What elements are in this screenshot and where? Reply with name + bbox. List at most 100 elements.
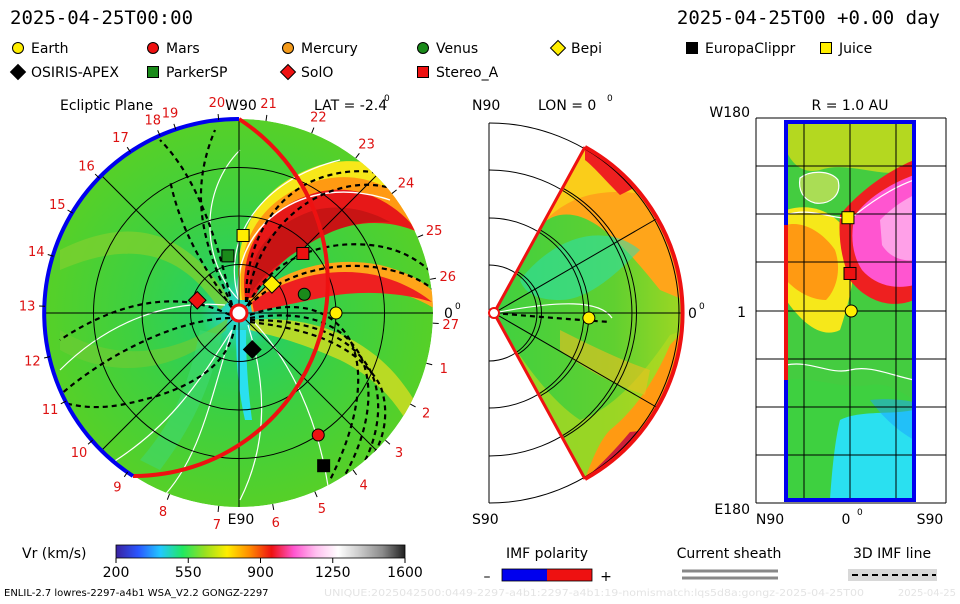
radial-title: R = 1.0 AU <box>812 98 889 114</box>
footer-run-id: UNIQUE:2025042500:0449-2297-a4b1:2297-a4… <box>324 588 864 599</box>
legend-item-mars: Mars <box>148 41 200 57</box>
colorbar-tick-label-1600: 1600 <box>387 565 423 581</box>
carrington-label-17: 17 <box>112 131 129 146</box>
carrington-tick-6 <box>273 504 274 510</box>
carrington-label-11: 11 <box>42 403 59 418</box>
colorbar-label: Vr (km/s) <box>22 546 86 562</box>
radial-juice-marker <box>842 212 854 224</box>
radial-y-top: W180 <box>709 105 750 121</box>
imf-positive-swatch <box>547 569 592 581</box>
carrington-tick-2 <box>410 404 415 407</box>
legend-item-bepi: Bepi <box>551 41 603 58</box>
imf-minus: – <box>484 569 491 585</box>
ecliptic-europaclippr-marker <box>318 460 330 472</box>
imf-3d-line-legend: 3D IMF line <box>848 546 937 581</box>
legend-label-juice: Juice <box>838 41 872 57</box>
carrington-label-22: 22 <box>310 110 327 125</box>
ecliptic-title: Ecliptic Plane <box>60 98 153 114</box>
legend-label-venus: Venus <box>436 41 478 57</box>
carrington-label-14: 14 <box>28 245 45 260</box>
imf-negative-swatch <box>502 569 547 581</box>
carrington-tick-24 <box>392 190 397 194</box>
meridional-earth-marker <box>583 312 595 324</box>
carrington-tick-23 <box>356 153 360 158</box>
mercury-legend-marker <box>283 43 294 54</box>
radial-x-right: S90 <box>917 512 944 528</box>
carrington-label-5: 5 <box>318 502 326 517</box>
ecliptic-bottom-label: E90 <box>228 512 255 528</box>
ecliptic-panel: Ecliptic Plane LAT = -2.4 0 W90 E90 0 0 <box>19 94 461 533</box>
carrington-label-9: 9 <box>113 481 121 496</box>
carrington-label-19: 19 <box>162 107 179 122</box>
legend-item-parkersp: ParkerSP <box>148 65 228 81</box>
radial-y-mid: 1 <box>737 305 746 321</box>
carrington-label-18: 18 <box>144 113 161 128</box>
europaclippr-legend-marker <box>687 43 698 54</box>
meridional-lon-label: LON = 0 <box>538 98 596 114</box>
carrington-tick-3 <box>385 440 390 444</box>
ecliptic-top-label: W90 <box>225 98 257 114</box>
legend-item-stereo-a: Stereo_A <box>418 65 499 81</box>
ecliptic-earth-marker <box>330 307 342 319</box>
earth-legend-marker <box>13 43 24 54</box>
legend-item-earth: Earth <box>13 41 69 57</box>
carrington-label-16: 16 <box>78 160 95 175</box>
legend-label-mars: Mars <box>166 41 200 57</box>
footer-model-info: ENLIL-2.7 lowres-2297-a4b1 WSA_V2.2 GONG… <box>4 588 269 599</box>
meridional-spacecraft-markers <box>583 312 595 324</box>
legend-label-earth: Earth <box>31 41 69 57</box>
mars-legend-marker <box>148 43 159 54</box>
carrington-tick-5 <box>315 492 317 498</box>
carrington-tick-8 <box>167 494 169 500</box>
ecliptic-juice-marker <box>237 230 249 242</box>
stereo-a-legend-marker <box>418 67 429 78</box>
legend-item-osiris-apex: OSIRIS-APEX <box>11 65 120 82</box>
legend-label-solo: SolO <box>301 65 333 81</box>
carrington-tick-4 <box>353 470 357 475</box>
legend-label-stereo-a: Stereo_A <box>436 65 499 81</box>
carrington-tick-25 <box>418 235 424 237</box>
legend-label-parkersp: ParkerSP <box>166 65 227 81</box>
legend-item-solo: SolO <box>281 65 334 82</box>
carrington-label-21: 21 <box>260 97 277 112</box>
colorbar-tick-label-1250: 1250 <box>315 565 351 581</box>
imf-3d-line-label: 3D IMF line <box>853 546 931 562</box>
carrington-label-23: 23 <box>358 138 375 153</box>
radial-panel: R = 1.0 AU W180 1 E180 N90 0 0 S90 <box>709 98 946 528</box>
current-sheath-label: Current sheath <box>677 546 782 562</box>
carrington-label-24: 24 <box>398 176 415 191</box>
carrington-label-26: 26 <box>440 270 457 285</box>
radial-stereo-a-marker <box>844 267 856 279</box>
colorbar-gradient <box>116 545 405 558</box>
juice-legend-marker <box>821 43 832 54</box>
meridional-right-deg: 0 <box>699 302 705 312</box>
carrington-tick-22 <box>312 128 314 134</box>
ecliptic-venus-marker <box>298 288 310 300</box>
meridional-sun-marker <box>489 308 499 318</box>
header-datetime-right: 2025-04-25T00 +0.00 day <box>677 7 940 29</box>
carrington-label-2: 2 <box>422 407 430 422</box>
colorbar-tick-label-200: 200 <box>103 565 130 581</box>
carrington-label-1: 1 <box>440 362 448 377</box>
radial-x-left: N90 <box>756 512 784 528</box>
imf-plus: + <box>600 569 612 585</box>
sun-marker <box>231 305 247 321</box>
carrington-label-25: 25 <box>426 224 443 239</box>
footer-date: 2025-04-25 <box>898 588 956 599</box>
carrington-label-6: 6 <box>272 516 280 531</box>
carrington-label-15: 15 <box>49 198 66 213</box>
carrington-tick-1 <box>426 363 432 365</box>
carrington-tick-21 <box>266 115 267 121</box>
current-sheath-legend: Current sheath <box>677 546 782 578</box>
colorbar-tick-label-550: 550 <box>175 565 202 581</box>
carrington-label-8: 8 <box>159 505 167 520</box>
radial-x-mid: 0 <box>842 512 851 528</box>
meridional-top-label: N90 <box>472 98 500 114</box>
osiris-apex-legend-marker <box>11 65 26 80</box>
ecliptic-right-deg: 0 <box>455 302 461 312</box>
carrington-label-10: 10 <box>71 446 88 461</box>
